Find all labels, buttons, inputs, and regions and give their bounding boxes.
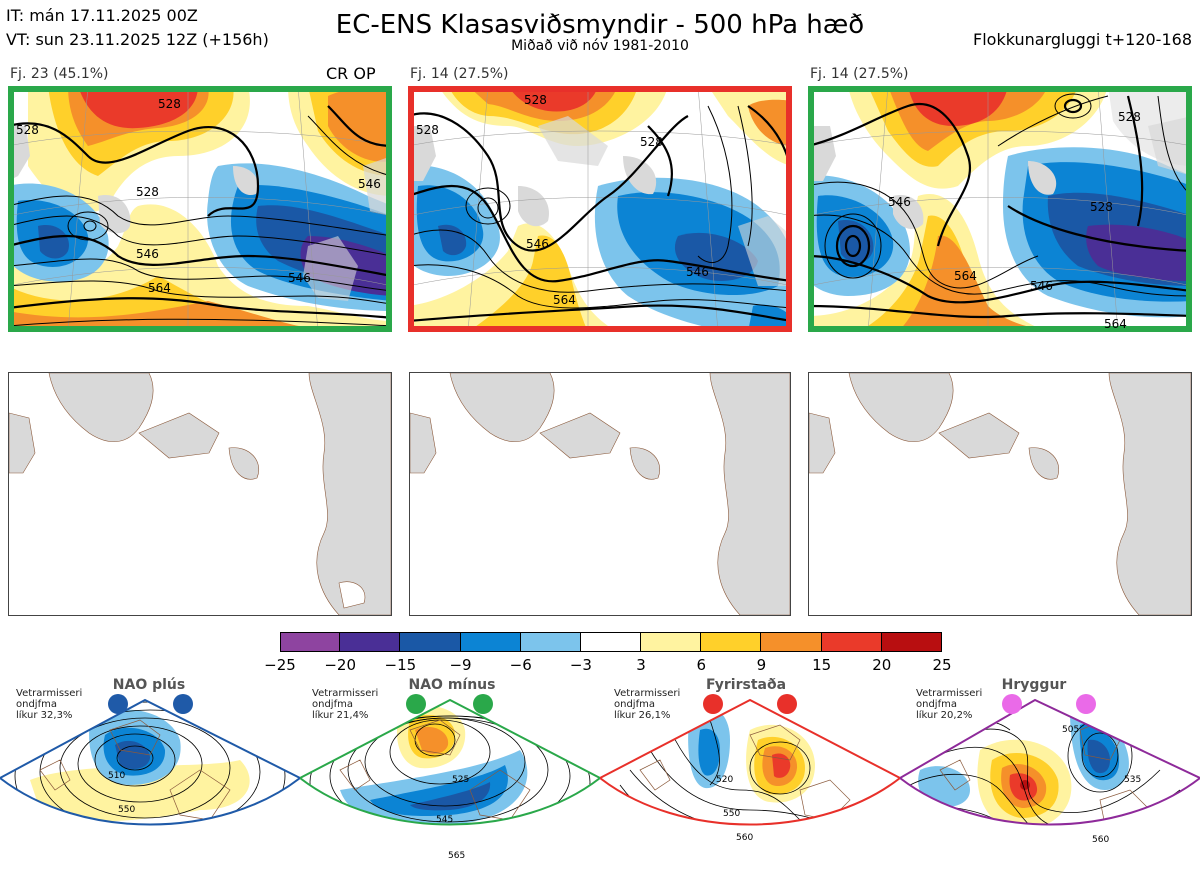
cluster-1-contour-label: 546 bbox=[288, 271, 311, 285]
colorbar-segment bbox=[701, 632, 762, 652]
colorbar-segment bbox=[580, 632, 642, 652]
regime-4-dot-left bbox=[1002, 694, 1022, 714]
cluster-2-contour-label: 546 bbox=[686, 265, 709, 279]
regime-1-frame bbox=[0, 698, 302, 826]
regime-4-contour-label: 560 bbox=[1092, 835, 1109, 845]
init-time: IT: mán 17.11.2025 00Z bbox=[6, 6, 198, 25]
cluster-2-contour-label: 528 bbox=[524, 93, 547, 107]
cluster-1-map: 528 528 528 546 546 546 564 bbox=[8, 86, 392, 332]
cluster-3-contour-label: 564 bbox=[1104, 317, 1127, 331]
colorbar-segment bbox=[280, 632, 341, 652]
regime-3-contour-label: 560 bbox=[736, 833, 753, 843]
page-title: EC-ENS Klasasviðsmyndir - 500 hPa hæð bbox=[335, 10, 865, 40]
colorbar-segment bbox=[520, 632, 581, 652]
cluster-1-contour-label: 546 bbox=[358, 177, 381, 191]
colorbar-tick-label: 15 bbox=[812, 656, 832, 674]
colorbar-tick-label: −6 bbox=[509, 656, 532, 674]
blank-map-3 bbox=[808, 372, 1192, 616]
colorbar-segment bbox=[761, 632, 822, 652]
cluster-1-contour-label: 528 bbox=[16, 123, 39, 137]
regime-4-contour-label: 505 bbox=[1062, 725, 1079, 735]
colorbar bbox=[280, 632, 942, 652]
valid-time: VT: sun 23.11.2025 12Z (+156h) bbox=[6, 30, 269, 49]
regime-3-contour-label: 520 bbox=[716, 775, 733, 785]
cluster-1-contour-label: 546 bbox=[136, 247, 159, 261]
regime-1-title: NAO plús bbox=[112, 677, 186, 693]
regime-2-title: NAO mínus bbox=[408, 677, 496, 693]
regime-3-title: Fyrirstaða bbox=[705, 677, 787, 693]
cluster-3-contour-label: 528 bbox=[1118, 110, 1141, 124]
regime-3-contour-label: 550 bbox=[723, 809, 740, 819]
cluster-3-contour-label: 564 bbox=[954, 269, 977, 283]
colorbar-segment bbox=[460, 632, 521, 652]
cluster-3-label: Fj. 14 (27.5%) bbox=[810, 66, 909, 82]
regime-4-dot-right bbox=[1076, 694, 1096, 714]
regime-3-dot-left bbox=[703, 694, 723, 714]
cluster-2-contour-label: 546 bbox=[526, 237, 549, 251]
regime-4-note: Vetrarmisseri ondjfma líkur 20,2% bbox=[916, 688, 983, 721]
cluster-2-label: Fj. 14 (27.5%) bbox=[410, 66, 509, 82]
regime-2-contour-label: 525 bbox=[452, 775, 469, 785]
colorbar-tick-label: 20 bbox=[872, 656, 892, 674]
cluster-1-contour-label: 528 bbox=[158, 97, 181, 111]
regime-2-map: 525 545 565 bbox=[298, 690, 602, 871]
colorbar-tick-label: −15 bbox=[384, 656, 417, 674]
regime-4-frame bbox=[898, 698, 1200, 826]
regime-4-contour-label: 535 bbox=[1124, 775, 1141, 785]
regime-1-dot-left bbox=[108, 694, 128, 714]
colorbar-tick-label: 25 bbox=[932, 656, 952, 674]
regime-3-note: Vetrarmisseri ondjfma líkur 26,1% bbox=[614, 688, 681, 721]
cluster-1-frame bbox=[8, 86, 392, 332]
cluster-3-contour-label: 546 bbox=[888, 195, 911, 209]
regime-2-note: Vetrarmisseri ondjfma líkur 21,4% bbox=[312, 688, 379, 721]
colorbar-tick-label: 6 bbox=[696, 656, 707, 674]
blank-map-2 bbox=[409, 372, 791, 616]
regime-3-frame bbox=[598, 698, 902, 826]
colorbar-segment bbox=[400, 632, 461, 652]
cluster-1-tag: CR OP bbox=[326, 64, 376, 83]
regime-2-contour-label: 545 bbox=[436, 815, 453, 825]
regime-3-map: 520 550 560 bbox=[598, 690, 902, 871]
colorbar-tick-label: −20 bbox=[324, 656, 356, 674]
colorbar-segment bbox=[641, 632, 702, 652]
blank-map-1 bbox=[8, 372, 392, 616]
cluster-3-map: 528 546 528 564 546 564 bbox=[808, 86, 1192, 332]
colorbar-segment bbox=[340, 632, 401, 652]
colorbar-segment bbox=[821, 632, 882, 652]
colorbar-tick-label: −9 bbox=[449, 656, 472, 674]
regime-2-frame bbox=[298, 698, 602, 826]
cluster-1-label: Fj. 23 (45.1%) bbox=[10, 66, 109, 82]
colorbar-tick-label: −3 bbox=[569, 656, 592, 674]
page-subtitle: Miðað við nóv 1981-2010 bbox=[511, 38, 689, 54]
colorbar-tick-label: −25 bbox=[264, 656, 296, 674]
regime-4-map: 505 535 560 bbox=[898, 690, 1200, 871]
colorbar-segment bbox=[881, 632, 942, 652]
classification-window: Flokkunargluggi t+120-168 bbox=[973, 30, 1192, 49]
cluster-2-contour-label: 528 bbox=[640, 135, 663, 149]
cluster-1-contour-label: 564 bbox=[148, 281, 171, 295]
colorbar-tick-label: 9 bbox=[756, 656, 767, 674]
cluster-2-contour-label: 528 bbox=[416, 123, 439, 137]
regime-4-title: Hryggur bbox=[1001, 677, 1067, 693]
regime-1-map: 510 550 bbox=[0, 690, 302, 871]
regime-3-dot-right bbox=[777, 694, 797, 714]
colorbar-tick-label: 3 bbox=[636, 656, 646, 674]
cluster-3-contour-label: 528 bbox=[1090, 200, 1113, 214]
regime-1-contour-label: 510 bbox=[108, 771, 125, 781]
cluster-3-frame bbox=[808, 86, 1192, 332]
cluster-2-map: 528 528 528 546 546 564 bbox=[408, 86, 792, 332]
cluster-2-frame bbox=[408, 86, 792, 332]
regime-2-dot-left bbox=[406, 694, 426, 714]
regime-1-note: Vetrarmisseri ondjfma líkur 32,3% bbox=[16, 688, 83, 721]
regime-1-dot-right bbox=[173, 694, 193, 714]
cluster-3-contour-label: 546 bbox=[1030, 279, 1053, 293]
cluster-2-contour-label: 564 bbox=[553, 293, 576, 307]
cluster-1-contour-label: 528 bbox=[136, 185, 159, 199]
regime-2-dot-right bbox=[473, 694, 493, 714]
regime-1-contour-label: 550 bbox=[118, 805, 135, 815]
regime-2-contour-label: 565 bbox=[448, 851, 465, 861]
